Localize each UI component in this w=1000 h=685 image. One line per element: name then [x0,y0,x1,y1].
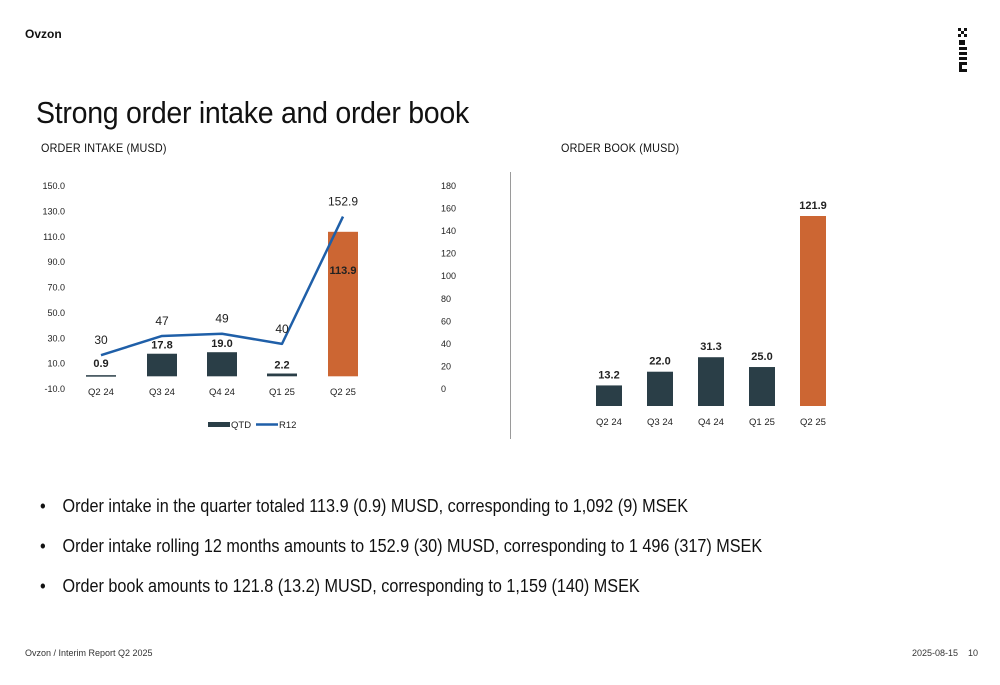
order-intake-r12-data-label: 152.9 [328,195,358,209]
chart-divider [510,172,511,439]
page-title: Strong order intake and order book [36,94,469,130]
bullet-item: • Order book amounts to 121.8 (13.2) MUSD… [40,576,640,596]
order-intake-chart: 150.0 130.0 110.0 90.0 70.0 50.0 30.0 10.0 -10.0… [42,181,456,431]
order-book-category-label: Q4 24 [698,417,724,428]
order-intake-r12-data-label: 47 [155,314,169,328]
order-book-bar [800,216,826,406]
right-axis-tick-label: 100 [441,271,456,281]
order-intake-r12-data-label: 49 [215,312,229,326]
order-intake-qtd-bar [328,231,358,377]
order-book-category-label: Q2 25 [800,417,826,428]
order-book-data-label: 121.9 [799,200,827,212]
footer-date: 2025-08-15 [912,648,959,658]
order-book-bar [596,385,622,406]
order-book-data-label: 13.2 [598,369,619,381]
order-book-bar [698,357,724,406]
order-intake-r12-data-label: 30 [94,333,108,347]
order-book-chart: 13.2 22.0 31.3 25.0 121.9 Q2 24 Q3 24 Q4 24 Q1 2… [596,200,827,428]
right-axis-tick-label: 20 [441,361,451,371]
right-axis-tick-label: 120 [441,249,456,259]
order-book-category-label: Q1 25 [749,417,775,428]
left-axis-tick-label: -10.0 [44,384,65,394]
right-axis-tick-label: 160 [441,204,456,214]
footer-page-number: 10 [968,648,979,658]
right-axis-tick-label: 0 [441,384,446,394]
right-axis-tick-label: 180 [441,181,456,191]
order-book-bar [647,371,673,406]
left-axis-tick-label: 150.0 [42,181,65,191]
left-axis-tick-label: 50.0 [47,308,65,318]
order-book-bar [749,367,775,406]
right-axis-tick-label: 80 [441,294,451,304]
order-intake-qtd-data-label: 0.9 [93,358,108,370]
order-intake-qtd-data-label: 19.0 [211,338,232,350]
order-intake-category-label: Q4 24 [209,387,235,398]
brand-name: Ovzon [25,27,62,41]
footer-report: Ovzon / Interim Report Q2 2025 [25,648,153,658]
bullet-item: • Order intake rolling 12 months amounts … [40,536,763,556]
order-intake-qtd-bar [207,352,237,377]
right-axis-tick-label: 60 [441,316,451,326]
bullet-item: • Order intake in the quarter totaled 113… [40,496,689,516]
order-intake-category-label: Q1 25 [269,387,295,398]
order-book-data-label: 25.0 [751,351,772,363]
right-axis-tick-label: 140 [441,226,456,236]
order-book-data-label: 31.3 [700,341,721,353]
legend-qtd-label: QTD [231,420,251,431]
order-intake-qtd-data-label: 17.8 [151,340,172,352]
order-intake-category-label: Q2 25 [330,387,356,398]
legend-qtd-swatch [208,422,230,427]
order-intake-chart-title: ORDER INTAKE (MUSD) [41,141,167,155]
order-book-chart-title: ORDER BOOK (MUSD) [561,141,680,155]
order-intake-category-label: Q3 24 [149,387,175,398]
left-axis-tick-label: 110.0 [43,232,65,242]
order-book-category-label: Q3 24 [647,417,673,428]
legend-r12-label: R12 [279,420,296,431]
order-intake-qtd-bar [147,353,177,377]
order-intake-qtd-data-label: 2.2 [274,360,289,372]
summary-bullets: • Order intake in the quarter totaled 113… [40,493,842,613]
left-axis-tick-label: 90.0 [47,257,65,267]
order-intake-qtd-data-label: 113.9 [330,265,357,277]
order-intake-r12-line [100,216,345,357]
left-axis-tick-label: 130.0 [42,206,65,216]
ovzon-logo-icon [958,28,967,72]
order-intake-category-label: Q2 24 [88,387,114,398]
right-axis-tick-label: 40 [441,339,451,349]
left-axis-tick-label: 10.0 [47,359,65,369]
order-book-data-label: 22.0 [649,356,670,368]
order-intake-qtd-bar [86,375,116,377]
left-axis-tick-label: 30.0 [47,333,65,343]
order-intake-qtd-bar [267,373,297,377]
order-intake-r12-data-label: 40 [275,322,289,336]
order-book-category-label: Q2 24 [596,417,622,428]
left-axis-tick-label: 70.0 [47,283,65,293]
